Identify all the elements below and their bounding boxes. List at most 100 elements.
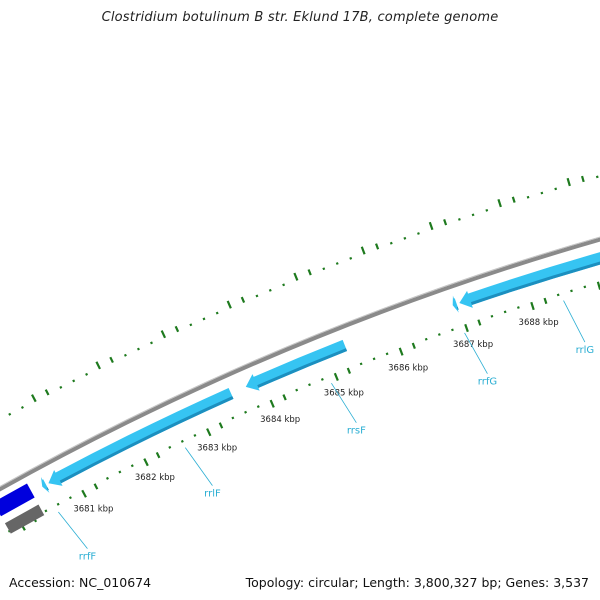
- leader-line: [464, 332, 488, 374]
- leader-line: [563, 300, 586, 343]
- tick-minor: [335, 262, 339, 265]
- gene-arrow: [452, 295, 459, 313]
- backbone-ring: [0, 236, 600, 492]
- gene-track: [40, 236, 600, 493]
- tick-minor: [322, 267, 326, 271]
- tick-major: [497, 199, 502, 208]
- tick-minor: [540, 191, 544, 195]
- tick-minor: [359, 362, 363, 366]
- tick-label-3688: 3688 kbp: [519, 318, 559, 328]
- gene-rrfF[interactable]: [40, 477, 50, 493]
- tick-major: [333, 372, 339, 381]
- tick-label-3683: 3683 kbp: [197, 443, 237, 453]
- tick-minor: [516, 306, 520, 309]
- tick-minor: [155, 451, 161, 459]
- tick-minor: [105, 476, 109, 480]
- tick-minor: [346, 367, 352, 374]
- gene-label-text: rrlF: [204, 489, 221, 500]
- tick-minor: [485, 208, 489, 212]
- tick-minor: [443, 219, 448, 226]
- tick-minor: [150, 341, 153, 345]
- tick-minor: [93, 483, 99, 490]
- tick-label-3681: 3681 kbp: [73, 504, 113, 514]
- tick-minor: [385, 352, 389, 356]
- leader-line: [58, 511, 88, 549]
- tick-major: [206, 428, 212, 437]
- gene-label-text: rrfG: [478, 377, 497, 388]
- tick-minor: [295, 388, 299, 392]
- tick-major: [160, 330, 167, 339]
- grey-feature[interactable]: [4, 504, 45, 534]
- gene-label-text: rrlG: [576, 345, 595, 356]
- tick-major: [143, 458, 149, 467]
- gene-arrow: [48, 387, 234, 486]
- tick-minor: [174, 325, 180, 333]
- tick-minor: [256, 405, 260, 409]
- gene-arrow-shadow: [257, 348, 348, 388]
- gene-label-rrlG: rrlG: [563, 300, 595, 356]
- tick-minor: [240, 296, 246, 304]
- gene-arrow-shadow: [59, 396, 234, 484]
- tick-minor: [570, 289, 573, 293]
- tick-minor: [202, 317, 206, 321]
- tick-minor: [417, 232, 420, 235]
- tick-minor: [554, 187, 558, 191]
- tick-major: [360, 246, 366, 255]
- tick-major: [226, 300, 232, 309]
- dark-blue-feature[interactable]: [0, 483, 35, 517]
- tick-minor: [68, 496, 72, 500]
- tick-label-3684: 3684 kbp: [260, 415, 300, 425]
- tick-minor: [59, 385, 63, 389]
- tick-minor: [8, 412, 12, 416]
- gene-rrfG[interactable]: [452, 295, 459, 313]
- tick-label-3686: 3686 kbp: [388, 363, 428, 373]
- tick-minor: [180, 439, 184, 443]
- gene-arrow: [459, 252, 600, 308]
- backbone-highlight: [0, 236, 600, 488]
- tick-minor: [490, 314, 494, 318]
- inner-tick-ring: [7, 281, 600, 533]
- tick-minor: [218, 422, 224, 429]
- tick-minor: [72, 379, 76, 383]
- tick-minor: [411, 342, 416, 350]
- tick-major: [566, 177, 571, 187]
- tick-minor: [85, 372, 89, 376]
- tick-label-3682: 3682 kbp: [135, 473, 175, 483]
- gene-label-rrlF: rrlF: [184, 447, 221, 500]
- tick-minor: [282, 394, 287, 401]
- accession-text: Accession: NC_010674: [9, 575, 152, 590]
- tick-minor: [268, 288, 272, 292]
- gene-rrlG[interactable]: [459, 236, 600, 308]
- tick-minor: [503, 310, 507, 314]
- tick-minor: [44, 389, 50, 396]
- tick-minor: [451, 328, 454, 332]
- gene-rrlF[interactable]: [48, 387, 234, 486]
- gene-arrow: [245, 339, 348, 391]
- map-title: Clostridium botulinum B str. Eklund 17B,…: [101, 10, 499, 25]
- gene-label-rrfG: rrfG: [464, 332, 497, 388]
- tick-minor: [595, 175, 599, 179]
- tick-minor: [44, 509, 48, 513]
- tick-minor: [118, 470, 122, 474]
- tick-minor: [389, 241, 393, 245]
- tick-minor: [372, 357, 376, 361]
- tick-minor: [56, 502, 60, 506]
- tick-minor: [231, 416, 235, 420]
- tick-major: [428, 221, 434, 231]
- tick-minor: [526, 195, 530, 199]
- gene-rrsF[interactable]: [245, 339, 348, 391]
- tick-minor: [543, 297, 548, 305]
- tick-minor: [109, 356, 114, 364]
- outer-tick-ring: [8, 175, 599, 416]
- tick-label-3685: 3685 kbp: [324, 388, 364, 398]
- gene-label-rrsF: rrsF: [331, 382, 366, 437]
- tick-major: [95, 361, 101, 370]
- tick-minor: [168, 445, 172, 449]
- tick-minor: [193, 433, 197, 437]
- tick-minor: [282, 283, 286, 287]
- tick-major: [293, 272, 299, 281]
- tick-major: [530, 301, 535, 311]
- gene-label-rrfF: rrfF: [58, 511, 96, 563]
- tick-minor: [136, 347, 140, 351]
- tick-major: [398, 347, 404, 356]
